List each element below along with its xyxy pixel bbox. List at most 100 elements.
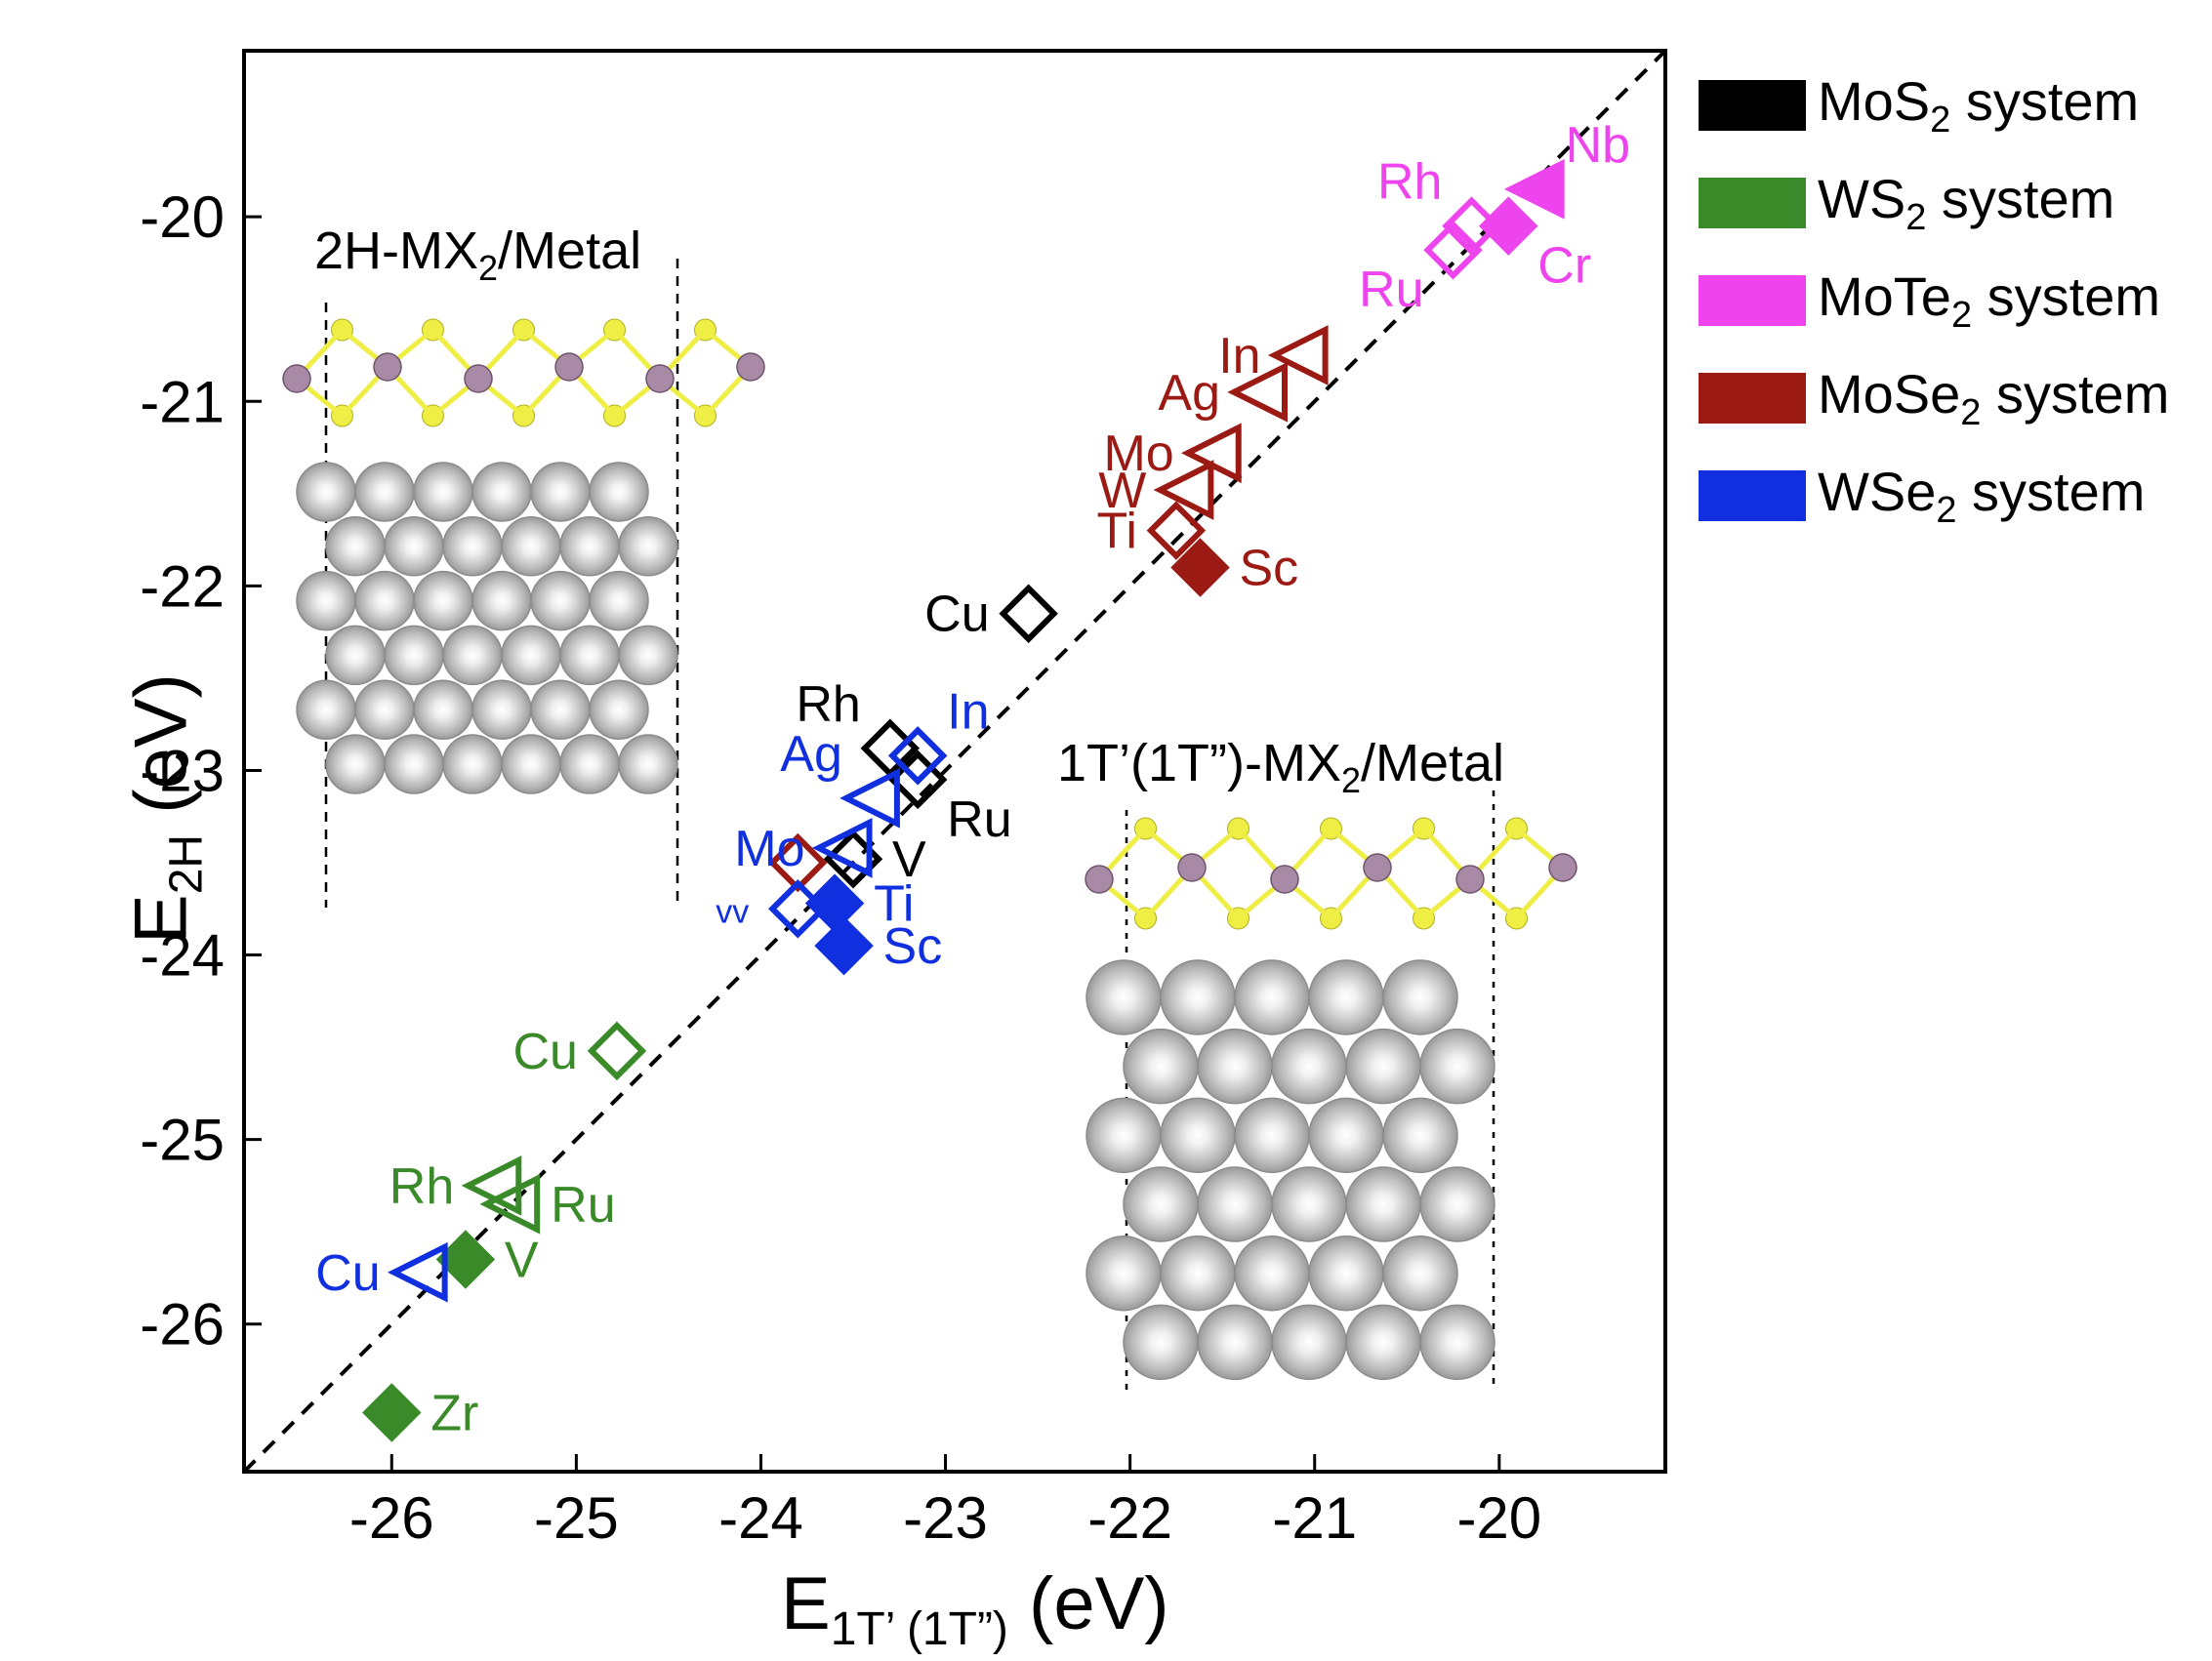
metal-sphere — [1123, 1028, 1199, 1105]
metal-sphere — [501, 734, 561, 794]
y-tick-label: -26 — [140, 1292, 225, 1357]
metal-sphere — [501, 516, 561, 577]
data-point — [1479, 196, 1538, 256]
metal-sphere — [530, 462, 591, 522]
data-label: Ag — [1158, 365, 1220, 422]
metal-sphere — [296, 679, 356, 740]
metal-sphere — [354, 462, 415, 522]
data-label: Ru — [551, 1177, 615, 1234]
metal-sphere — [1382, 959, 1458, 1035]
metal-sphere — [1234, 959, 1310, 1035]
legend-item: MoSe2 system — [1699, 349, 2169, 447]
metal-sphere — [1086, 1235, 1162, 1312]
metal-sphere — [296, 462, 356, 522]
data-point — [840, 767, 900, 829]
y-tick-label: -25 — [140, 1108, 225, 1173]
x-tick-label: -22 — [1087, 1485, 1172, 1551]
data-label: Mo — [734, 821, 804, 877]
data-point — [387, 1241, 448, 1303]
metal-sphere — [1123, 1304, 1199, 1381]
data-point — [479, 1173, 541, 1235]
data-label: Sc — [883, 918, 943, 975]
data-label: Rh — [1377, 154, 1442, 211]
metal-sphere — [1382, 1097, 1458, 1174]
data-label: Mo — [1103, 425, 1173, 482]
data-label: vv — [716, 893, 749, 930]
transition-metal-atom — [1177, 853, 1207, 882]
metal-sphere — [442, 625, 503, 686]
data-point — [814, 915, 874, 976]
metal-sphere — [1419, 1166, 1495, 1242]
metal-sphere — [559, 516, 620, 577]
metal-sphere — [589, 570, 649, 631]
y-tick-label: -20 — [140, 184, 225, 250]
data-label: Cu — [924, 587, 989, 643]
transition-metal-atom — [464, 364, 493, 393]
data-point — [1423, 220, 1483, 280]
y-tick-label: -21 — [140, 369, 225, 434]
inset-title: 2H-MX2/Metal — [314, 222, 641, 288]
data-point — [1227, 361, 1288, 423]
metal-sphere — [1271, 1166, 1347, 1242]
metal-sphere — [296, 570, 356, 631]
x-tick-label: -24 — [718, 1485, 803, 1551]
legend-swatch — [1699, 470, 1806, 521]
data-point — [1267, 325, 1329, 385]
legend-item: WS2 system — [1699, 154, 2169, 252]
metal-sphere — [1308, 1097, 1384, 1174]
metal-sphere — [442, 516, 503, 577]
data-point — [1170, 538, 1230, 597]
legend-label: WSe2 system — [1818, 460, 2146, 532]
data-point — [1153, 460, 1214, 520]
data-point — [1146, 501, 1207, 560]
x-tick-label: -26 — [349, 1485, 434, 1551]
metal-sphere — [354, 570, 415, 631]
metal-sphere — [325, 625, 386, 686]
metal-sphere — [413, 679, 473, 740]
transition-metal-atom — [1455, 865, 1485, 894]
transition-metal-atom — [1548, 853, 1577, 882]
metal-sphere — [530, 570, 591, 631]
data-label: Cu — [512, 1024, 577, 1080]
data-label: Rh — [389, 1158, 454, 1215]
chart-layer: -26 -25 -24 -23 -22 -21 -20 -26 -25 -24 -23 -22 -21 -… — [140, 49, 1667, 1551]
legend-label: WS2 system — [1818, 167, 2115, 239]
data-label: Ag — [780, 726, 842, 783]
data-point — [587, 1021, 647, 1081]
metal-sphere — [471, 570, 532, 631]
y-tick-label: -24 — [140, 923, 225, 989]
metal-sphere — [1382, 1235, 1458, 1312]
x-tick-label: -20 — [1456, 1485, 1541, 1551]
data-point — [887, 726, 948, 786]
transition-metal-atom — [554, 352, 584, 382]
metal-sphere — [1197, 1166, 1273, 1242]
metal-sphere — [1160, 1235, 1236, 1312]
metal-sphere — [1086, 959, 1162, 1035]
metal-sphere — [589, 679, 649, 740]
data-label: Cu — [315, 1245, 380, 1302]
metal-sphere — [325, 734, 386, 794]
legend-swatch — [1699, 275, 1806, 326]
metal-sphere — [1345, 1304, 1421, 1381]
legend-item: WSe2 system — [1699, 447, 2169, 545]
data-point — [999, 584, 1058, 643]
metal-sphere — [384, 734, 444, 794]
x-tick-label: -21 — [1272, 1485, 1357, 1551]
metal-sphere — [1234, 1097, 1310, 1174]
legend-swatch — [1699, 178, 1806, 228]
transition-metal-atom — [373, 352, 402, 382]
transition-metal-atom — [282, 364, 311, 393]
data-label: Sc — [1239, 540, 1298, 596]
insets-layer: 2H-MX2/Metal 1T’(1T”)-MX2/Metal — [273, 210, 1579, 1427]
metal-sphere — [1086, 1097, 1162, 1174]
data-label: Nb — [1566, 117, 1630, 174]
metal-sphere — [1271, 1028, 1347, 1105]
data-point — [887, 749, 948, 810]
metal-sphere — [413, 570, 473, 631]
metal-sphere — [501, 625, 561, 686]
metal-sphere — [1419, 1304, 1495, 1381]
metal-sphere — [1308, 1235, 1384, 1312]
data-point — [811, 818, 873, 878]
data-label: Rh — [796, 676, 860, 733]
